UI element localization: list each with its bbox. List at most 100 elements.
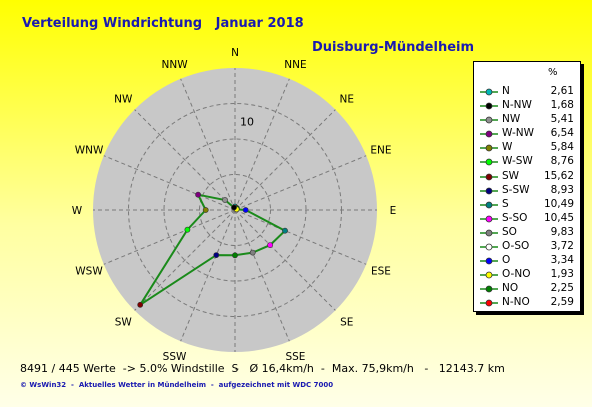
legend-item: S 10,49 bbox=[474, 198, 580, 212]
legend-label: W-SW bbox=[502, 155, 533, 168]
grid-spoke bbox=[103, 155, 236, 211]
rose-series bbox=[137, 191, 288, 308]
legend-value: 8,93 bbox=[550, 183, 574, 196]
series-point bbox=[137, 301, 144, 308]
legend-label: S bbox=[502, 197, 509, 210]
legend-item: SW 15,62 bbox=[474, 170, 580, 184]
legend-unit: % bbox=[548, 67, 558, 78]
legend-marker bbox=[480, 88, 498, 96]
grid-spoke bbox=[180, 209, 236, 342]
direction-label: S bbox=[232, 363, 239, 375]
legend-label: NW bbox=[502, 113, 521, 126]
series-point bbox=[202, 207, 209, 213]
legend-value: 9,83 bbox=[550, 225, 574, 238]
grid-spoke bbox=[234, 109, 336, 211]
legend-label: NO bbox=[502, 282, 519, 295]
grid-spoke bbox=[134, 109, 236, 211]
legend-marker bbox=[480, 201, 498, 209]
legend-marker bbox=[480, 102, 498, 110]
grid-spoke bbox=[134, 209, 236, 311]
direction-label: WSW bbox=[75, 265, 103, 277]
series-point bbox=[222, 197, 228, 203]
legend-value: 6,54 bbox=[550, 127, 574, 140]
legend-label: O bbox=[502, 254, 511, 267]
series-point bbox=[242, 207, 249, 213]
legend-value: 10,45 bbox=[543, 211, 574, 224]
grid-spoke bbox=[234, 209, 290, 342]
legend-marker bbox=[480, 173, 498, 180]
legend-marker bbox=[480, 229, 498, 237]
legend-marker bbox=[480, 271, 498, 279]
radial-tick-label: 10 bbox=[240, 115, 254, 128]
series-point bbox=[213, 252, 220, 258]
series-point bbox=[232, 252, 238, 259]
stats-line: 8491 / 445 Werte -> 5.0% Windstille - Ø … bbox=[20, 362, 505, 375]
legend-item: O 3,34 bbox=[474, 254, 580, 268]
legend-label: N-NO bbox=[502, 296, 530, 309]
series-point bbox=[231, 204, 237, 211]
legend-value: 3,34 bbox=[550, 254, 574, 267]
legend-value: 15,62 bbox=[543, 169, 574, 182]
legend-value: 1,93 bbox=[550, 268, 574, 281]
direction-label: SSE bbox=[285, 351, 305, 363]
direction-label: E bbox=[390, 205, 397, 217]
direction-label: ENE bbox=[370, 145, 391, 157]
legend-marker bbox=[480, 257, 498, 265]
legend-value: 2,25 bbox=[550, 282, 574, 295]
legend-marker bbox=[480, 144, 498, 152]
direction-label: W bbox=[72, 205, 83, 217]
direction-label: NNE bbox=[284, 59, 306, 71]
legend-value: 3,72 bbox=[550, 240, 574, 253]
legend-marker bbox=[480, 285, 498, 293]
legend-label: N bbox=[502, 85, 510, 97]
grid-spoke bbox=[103, 209, 236, 265]
grid-spoke bbox=[180, 78, 236, 211]
direction-label: ESE bbox=[371, 265, 391, 277]
legend-item: W-NW 6,54 bbox=[474, 127, 580, 141]
legend-item: W-SW 8,76 bbox=[474, 155, 580, 169]
grid-spoke bbox=[234, 155, 367, 211]
legend-value: 1,68 bbox=[550, 99, 574, 112]
grid-spoke bbox=[234, 209, 336, 311]
legend-rows: N 2,61 N-NW 1,68 NW 5,41 W-NW 6,54 W 5,84 W-SW 8,76… bbox=[474, 85, 580, 311]
legend-label: S-SW bbox=[502, 183, 530, 196]
legend-label: W bbox=[502, 141, 513, 154]
legend-item: S-SW 8,93 bbox=[474, 184, 580, 198]
legend-item: N-NO 2,59 bbox=[474, 296, 580, 310]
legend-label: W-NW bbox=[502, 127, 534, 140]
direction-label: NW bbox=[114, 93, 133, 105]
legend-marker bbox=[480, 130, 498, 138]
direction-label: SW bbox=[115, 317, 133, 329]
legend-marker bbox=[480, 116, 498, 124]
legend-marker bbox=[480, 159, 498, 166]
legend-label: O-NO bbox=[502, 268, 531, 281]
legend-item: O-SO 3,72 bbox=[474, 240, 580, 254]
footer-credit: © WsWin32 - Aktuelles Wetter in Mündelhe… bbox=[20, 381, 334, 389]
grid-spoke bbox=[234, 78, 290, 211]
series-point bbox=[267, 242, 273, 248]
legend-item: NW 5,41 bbox=[474, 113, 580, 127]
direction-label: WNW bbox=[75, 145, 104, 157]
legend-item: SO 9,83 bbox=[474, 226, 580, 240]
legend-item: N 2,61 bbox=[474, 85, 580, 99]
legend-value: 10,49 bbox=[543, 197, 574, 210]
direction-label: NNW bbox=[161, 59, 188, 71]
legend-item: O-NO 1,93 bbox=[474, 268, 580, 282]
series-point bbox=[184, 226, 191, 233]
chart-subtitle: Duisburg-Mündelheim bbox=[312, 40, 475, 55]
legend-marker bbox=[480, 300, 498, 307]
legend-value: 2,61 bbox=[550, 85, 574, 97]
legend-item: S-SO 10,45 bbox=[474, 212, 580, 226]
series-point bbox=[195, 191, 201, 198]
legend-label: N-NW bbox=[502, 99, 532, 112]
direction-label: SSW bbox=[163, 351, 187, 363]
legend-label: SO bbox=[502, 225, 517, 238]
direction-label: N bbox=[231, 47, 239, 59]
direction-labels: N NNE NE ENE E ESE SE SSE S SSW SW WSW W WNW NW NNW bbox=[72, 47, 397, 375]
legend-label: S-SO bbox=[502, 211, 528, 224]
legend-label: SW bbox=[502, 169, 520, 182]
legend-value: 5,41 bbox=[550, 113, 574, 126]
legend-marker bbox=[480, 243, 498, 251]
direction-label: NE bbox=[339, 93, 354, 105]
